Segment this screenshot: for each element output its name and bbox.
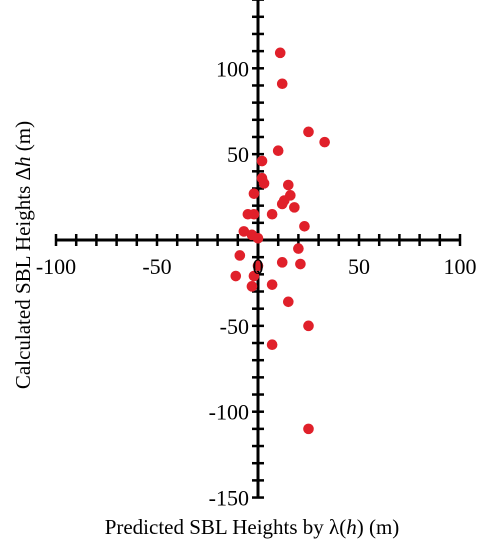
data-point [283,179,294,191]
data-point [234,250,246,261]
data-point [248,208,260,220]
data-point [295,258,306,270]
data-point [252,260,264,272]
data-point [272,145,284,157]
data-point [276,78,288,90]
data-point [303,126,314,138]
data-point [266,279,278,290]
y-tick-label: 50 [227,142,249,167]
x-tick-label: 0 [253,254,264,279]
x-tick-label: 100 [444,254,477,279]
data-point [293,243,304,254]
data-point [319,136,330,148]
data-point [266,208,278,220]
x-axis-title: Predicted SBL Heights by λ(h) (m) [105,515,400,539]
data-point [248,188,260,199]
data-point [274,47,286,59]
data-point [299,220,310,232]
data-point [303,423,314,435]
data-points [230,47,330,435]
data-point [248,270,260,282]
data-point [256,155,268,167]
data-point [258,178,270,189]
y-tick-label: 100 [216,56,249,81]
chart-axes [54,0,462,499]
data-point [230,270,242,282]
data-point [276,257,288,268]
data-point [246,281,258,292]
y-axis-title: Calculated SBL Heights Δh (m) [11,121,35,389]
data-point [289,202,300,213]
y-tick-label: -150 [209,486,249,511]
data-point [283,296,294,308]
x-tick-label: -50 [142,254,171,279]
y-tick-label: -100 [209,400,249,425]
data-point [266,339,278,351]
x-tick-label: -100 [36,254,76,279]
data-point [276,198,288,210]
y-tick-label: -50 [220,314,249,339]
x-tick-label: 50 [348,254,370,279]
data-point [238,226,250,237]
data-point [303,320,314,332]
data-point [252,232,264,244]
